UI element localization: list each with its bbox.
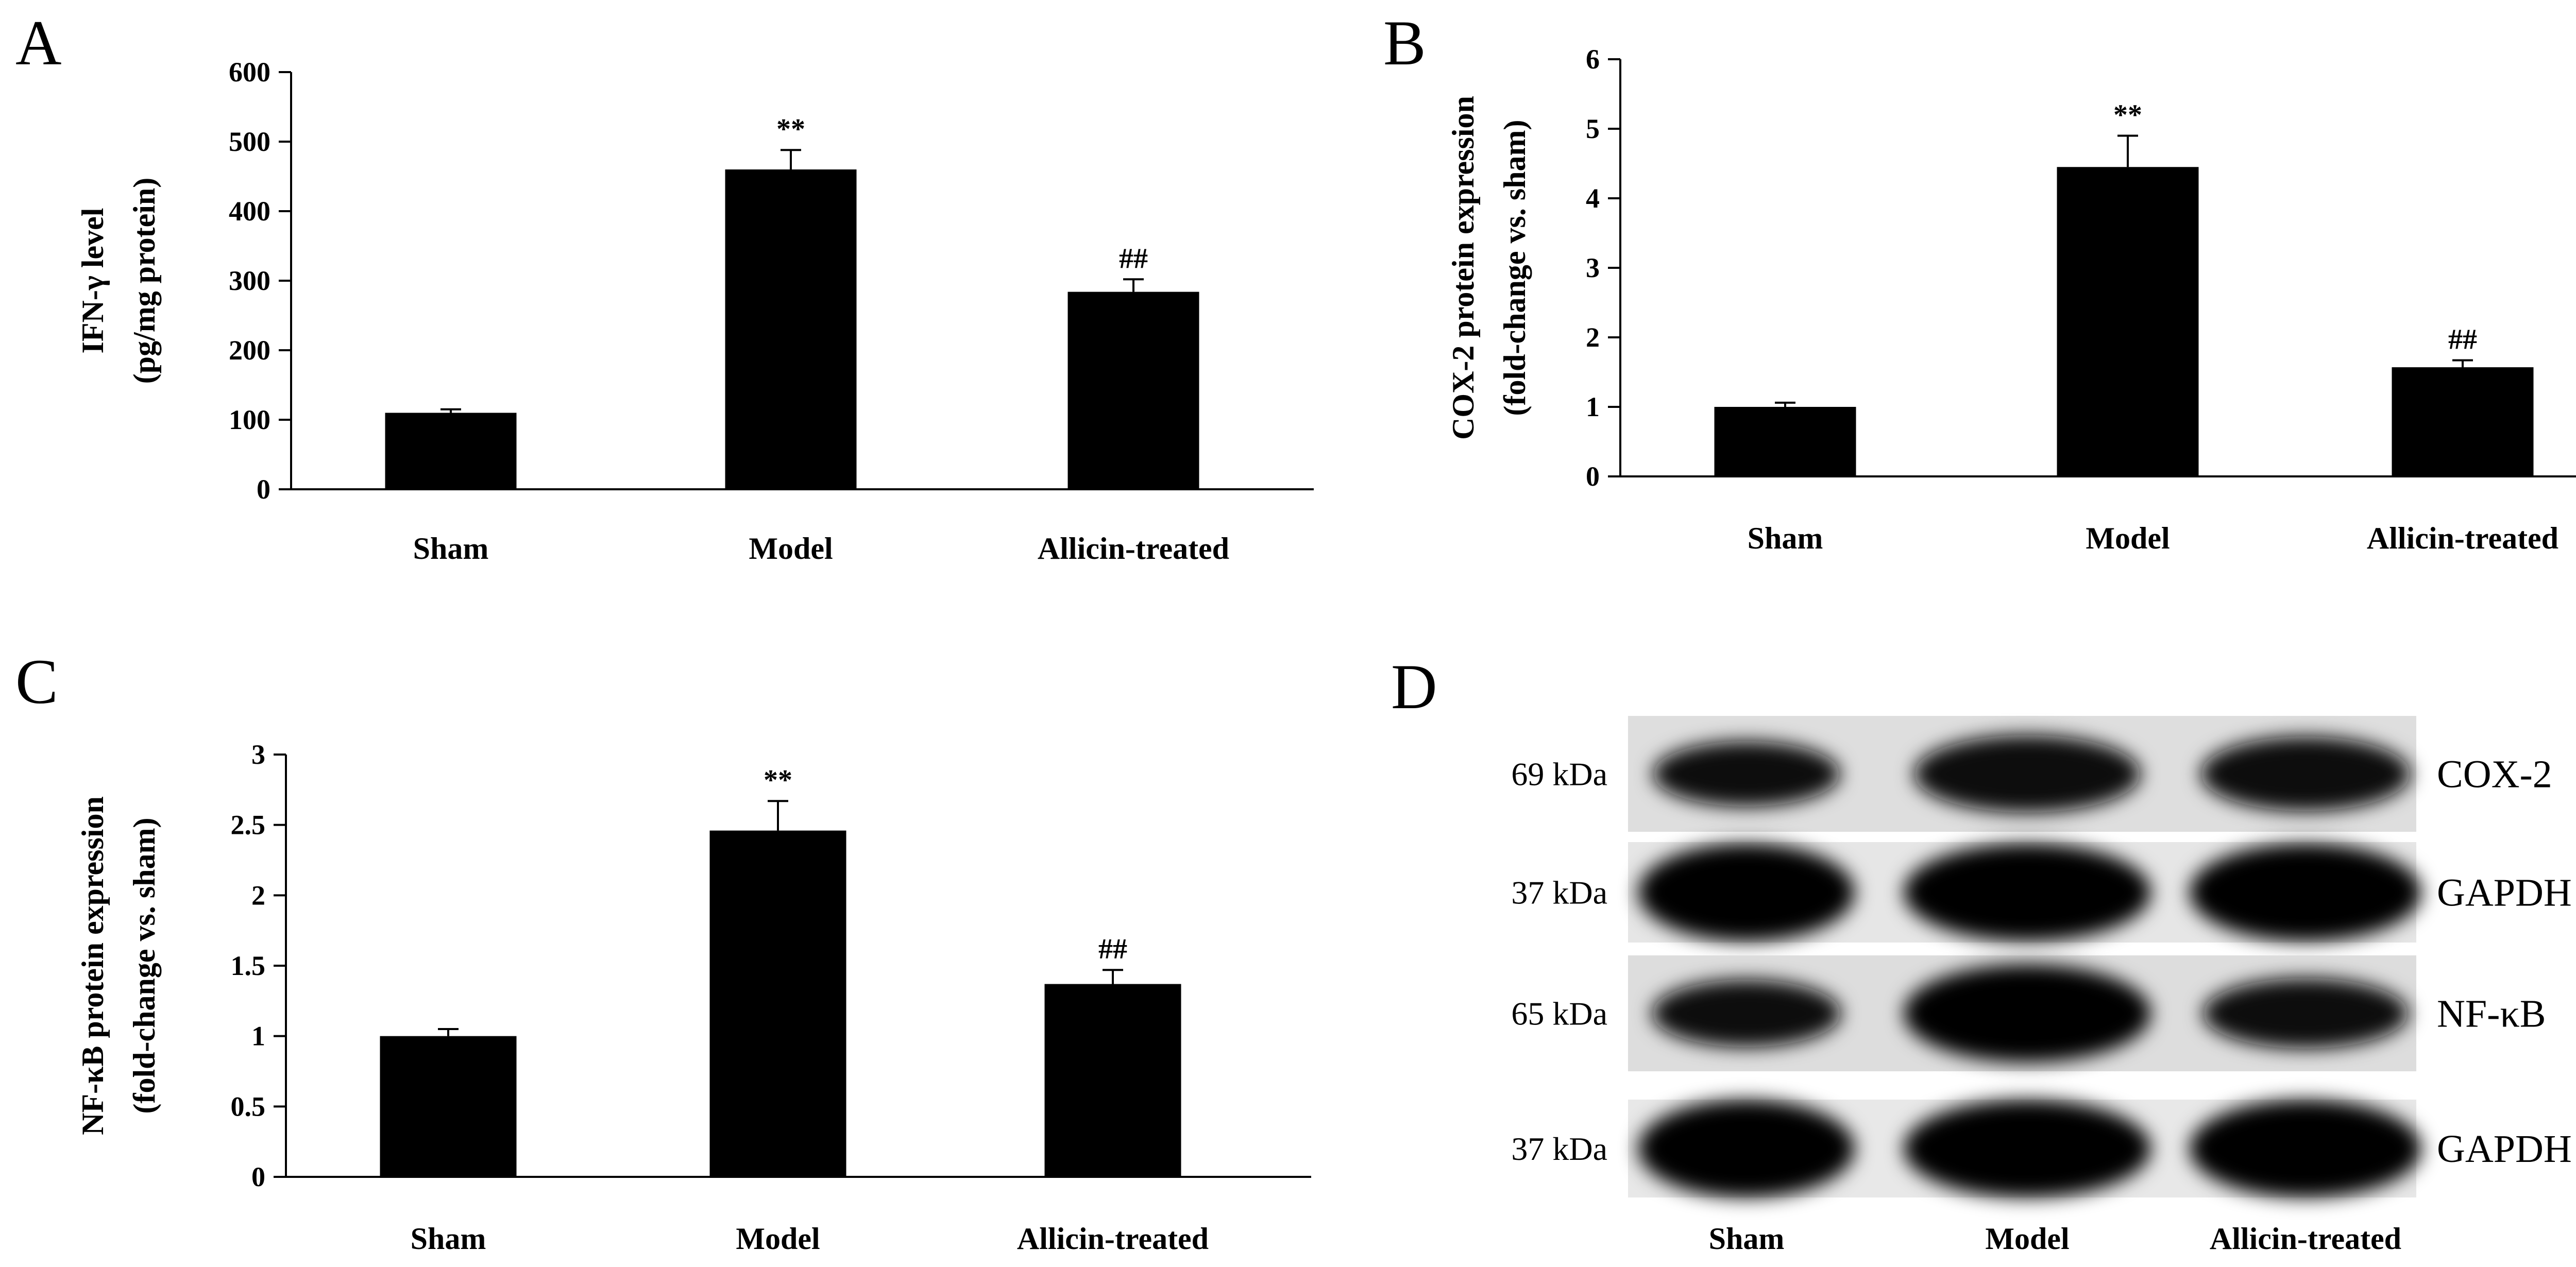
significance-mark: ## xyxy=(1098,933,1127,965)
blot-band xyxy=(1904,843,2151,941)
panel-letter: A xyxy=(15,8,62,78)
category-label: Allicin-treated xyxy=(1038,532,1229,566)
bar-sham xyxy=(1714,407,1856,476)
y-tick-label: 5 xyxy=(1586,113,1600,144)
category-label: Model xyxy=(2086,521,2170,555)
panel-letter: D xyxy=(1391,652,1437,722)
blot-row-cox-2: 69 kDa COX-2 xyxy=(1511,716,2552,832)
category-label: Allicin-treated xyxy=(2367,521,2558,555)
y-axis-title: (fold-change vs. sham) xyxy=(1498,119,1532,416)
blot-row-gapdh: 37 kDa GAPDH xyxy=(1511,1100,2572,1197)
lane-label: Model xyxy=(1985,1222,2069,1256)
molecular-weight-label: 37 kDa xyxy=(1511,1131,1607,1167)
molecular-weight-label: 65 kDa xyxy=(1511,996,1607,1032)
protein-label: GAPDH xyxy=(2437,1127,2572,1171)
bar-sham xyxy=(385,413,517,489)
y-tick-label: 2.5 xyxy=(231,810,266,841)
y-tick-label: 1 xyxy=(1586,391,1600,422)
bar-allicin-treated xyxy=(2392,367,2534,476)
blot-band xyxy=(1904,1100,2151,1197)
blot-band xyxy=(1653,741,1840,807)
blot-band xyxy=(1638,843,1855,941)
blot-band xyxy=(1652,979,1841,1048)
molecular-weight-label: 37 kDa xyxy=(1511,875,1607,911)
y-tick-label: 6 xyxy=(1586,44,1600,75)
blot-band xyxy=(1904,964,2151,1063)
y-tick-label: 2 xyxy=(1586,322,1600,353)
bar-model xyxy=(709,830,846,1177)
bar-chart-b: B 0 1 2 3 4 5 6 COX-2 protein expression (fold-ch… xyxy=(1383,8,2576,555)
y-tick-label: 0.5 xyxy=(231,1091,266,1122)
y-axis-title: (pg/mg protein) xyxy=(127,178,161,384)
blot-band xyxy=(2202,978,2409,1049)
panel-letter: C xyxy=(15,646,58,717)
bar-sham xyxy=(380,1036,517,1177)
y-axis-title: NF-κB protein expression xyxy=(76,796,110,1135)
bar-allicin-treated xyxy=(1044,984,1181,1177)
blot-band xyxy=(2200,736,2411,812)
y-tick-label: 1 xyxy=(251,1021,265,1052)
y-tick-label: 200 xyxy=(229,335,270,366)
significance-mark: ** xyxy=(776,113,805,145)
lane-label: Allicin-treated xyxy=(2210,1222,2401,1256)
category-label: Sham xyxy=(411,1222,486,1256)
y-tick-label: 500 xyxy=(229,126,270,157)
y-tick-label: 0 xyxy=(1586,461,1600,492)
significance-mark: ## xyxy=(1119,243,1148,275)
y-axis-title: IFN-γ level xyxy=(76,208,110,354)
panel-letter: B xyxy=(1383,8,1426,78)
bar-allicin-treated xyxy=(1067,292,1199,489)
blot-band xyxy=(1914,735,2141,813)
protein-label: COX-2 xyxy=(2437,753,2552,796)
bar-model xyxy=(725,169,857,489)
bar-chart-a: A 0 100 200 300 400 500 600 IFN-γ level (pg/mg pr… xyxy=(15,8,1314,566)
y-tick-label: 3 xyxy=(251,739,265,770)
blot-band xyxy=(2190,843,2421,941)
y-tick-label: 400 xyxy=(229,196,270,227)
category-label: Sham xyxy=(413,532,489,566)
y-tick-label: 4 xyxy=(1586,183,1600,214)
blot-band xyxy=(2190,1100,2421,1197)
significance-mark: ** xyxy=(2113,99,2142,131)
category-label: Sham xyxy=(1748,521,1823,555)
category-label: Model xyxy=(749,532,833,566)
y-tick-label: 300 xyxy=(229,265,270,296)
significance-mark: ** xyxy=(764,764,792,796)
blot-row-nf-b: 65 kDa NF-κB xyxy=(1511,955,2546,1071)
y-tick-label: 100 xyxy=(229,404,270,435)
y-tick-label: 1.5 xyxy=(231,950,266,981)
bar-model xyxy=(2057,167,2199,476)
y-axis-title: COX-2 protein expression xyxy=(1446,96,1480,440)
y-tick-label: 600 xyxy=(229,57,270,88)
y-axis-title: (fold-change vs. sham) xyxy=(127,817,161,1114)
blot-band xyxy=(1638,1100,1855,1197)
y-tick-label: 3 xyxy=(1586,252,1600,283)
protein-label: NF-κB xyxy=(2437,992,2546,1036)
lane-label: Sham xyxy=(1709,1222,1785,1256)
significance-mark: ## xyxy=(2448,324,2477,356)
category-label: Allicin-treated xyxy=(1017,1222,1209,1256)
y-tick-label: 0 xyxy=(251,1161,265,1192)
molecular-weight-label: 69 kDa xyxy=(1511,756,1607,793)
y-tick-label: 2 xyxy=(251,880,265,911)
bar-chart-c: C 0 0.5 1 1.5 2 2.5 3 NF-κB protein expression (f… xyxy=(15,646,1311,1256)
western-blot-panel: D 69 kDa COX-2 37 kDa GAPDH 65 kDa NF-κB 37 kDa… xyxy=(1391,652,2572,1256)
blot-row-gapdh: 37 kDa GAPDH xyxy=(1511,842,2572,943)
protein-label: GAPDH xyxy=(2437,871,2572,915)
category-label: Model xyxy=(736,1222,820,1256)
y-tick-label: 0 xyxy=(257,474,270,505)
